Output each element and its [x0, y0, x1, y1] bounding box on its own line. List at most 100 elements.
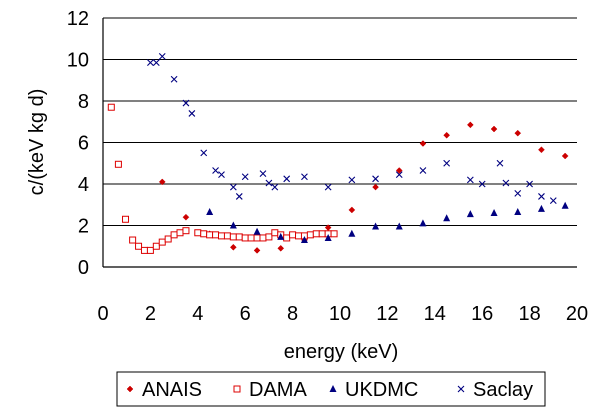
saclay-point	[348, 176, 356, 184]
saclay-point	[466, 176, 474, 184]
dama-point	[229, 233, 237, 241]
saclay-point	[538, 193, 545, 200]
dama-point	[306, 231, 314, 239]
dama-point	[289, 231, 297, 239]
ukdmc-point	[395, 222, 403, 230]
dama-point	[295, 232, 303, 240]
saclay-point	[218, 171, 225, 179]
ukdmc-point	[443, 214, 451, 222]
x-tick-label: 6	[240, 303, 251, 325]
dama-point	[158, 238, 166, 246]
anais-point	[419, 140, 427, 147]
anais-point	[277, 244, 285, 252]
anais-point	[372, 183, 379, 191]
saclay-point	[324, 183, 332, 191]
dama-point	[146, 246, 154, 254]
ukdmc-point	[348, 229, 356, 237]
ukdmc-point	[466, 210, 474, 218]
anais-point	[182, 213, 190, 221]
legend-label-ukdmc: UKDMC	[345, 379, 418, 401]
dama-point	[218, 232, 225, 240]
y-tick-label: 4	[78, 174, 89, 196]
ukdmc-point	[206, 208, 214, 216]
ukdmc-point	[419, 219, 427, 227]
dama-point	[122, 215, 130, 223]
saclay-point	[147, 59, 154, 67]
ukdmc-point	[372, 222, 380, 230]
saclay-point	[200, 149, 208, 157]
y-tick-label: 12	[67, 8, 89, 30]
x-tick-label: 14	[424, 303, 446, 325]
ukdmc-point	[324, 233, 332, 241]
dama-point	[235, 233, 243, 241]
saclay-point	[395, 171, 403, 179]
saclay-point	[182, 99, 190, 107]
y-tick-label: 10	[67, 50, 89, 72]
anais-point	[466, 121, 474, 129]
anais-point	[561, 152, 569, 160]
saclay-point	[502, 179, 510, 187]
x-tick-label: 18	[518, 303, 540, 325]
saclay-point	[188, 110, 196, 117]
dama-point	[194, 229, 202, 237]
y-tick-label: 0	[78, 257, 89, 279]
y-tick-labels: 0 2 4 6 8 10 12	[67, 8, 89, 279]
legend-label-dama: DAMA	[249, 379, 307, 401]
saclay-point	[235, 193, 243, 200]
y-axis-label: c/(keV kg d)	[26, 89, 48, 196]
dama-point	[330, 230, 338, 238]
saclay-point	[526, 180, 533, 188]
dama-point	[223, 232, 231, 240]
ukdmc-point	[537, 204, 545, 212]
saclay-point	[419, 167, 427, 174]
anais-point	[514, 129, 522, 137]
saclay-point	[301, 173, 308, 181]
legend-marker-saclay	[457, 385, 465, 393]
ukdmc-point	[229, 221, 237, 229]
ukdmc-point	[561, 201, 569, 209]
data-points	[107, 52, 569, 254]
legend-item-saclay: Saclay	[457, 379, 533, 401]
dama-point	[312, 230, 320, 238]
ukdmc-point	[277, 232, 285, 240]
ukdmc-point	[514, 208, 522, 216]
dama-point	[271, 229, 279, 237]
legend-item-dama: DAMA	[233, 379, 307, 401]
saclay-point	[478, 180, 486, 188]
saclay-point	[152, 59, 160, 67]
ukdmc-point	[253, 227, 261, 235]
saclay-point	[265, 179, 273, 187]
dama-point	[318, 230, 326, 238]
dama-point	[107, 103, 115, 111]
dama-point	[114, 160, 122, 168]
dama-point	[182, 227, 190, 235]
saclay-point	[241, 173, 249, 181]
legend-marker-ukdmc	[329, 385, 337, 392]
saclay-point	[259, 170, 267, 178]
legend-item-ukdmc: UKDMC	[329, 379, 418, 401]
anais-point	[490, 125, 498, 133]
anais-point	[443, 131, 451, 139]
x-tick-label: 20	[566, 303, 588, 325]
legend-label-anais: ANAIS	[142, 379, 202, 401]
saclay-point	[496, 159, 504, 167]
saclay-point	[158, 52, 166, 60]
x-tick-label: 10	[329, 303, 351, 325]
dama-point	[129, 236, 137, 244]
x-tick-label: 8	[287, 303, 298, 325]
y-tick-label: 2	[78, 216, 89, 238]
y-tick-label: 6	[78, 133, 89, 155]
anais-point	[538, 146, 545, 154]
x-tick-label: 2	[145, 303, 156, 325]
saclay-point	[271, 183, 279, 191]
saclay-point	[372, 175, 379, 183]
saclay-point	[514, 189, 522, 197]
dama-point	[212, 231, 220, 239]
dama-point	[200, 230, 208, 238]
legend-marker-anais	[126, 385, 134, 393]
legend-marker-dama	[233, 385, 241, 393]
saclay-point	[443, 159, 451, 167]
x-tick-labels: 0 2 4 6 8 10 12 14 16 18 20	[97, 303, 588, 325]
y-tick-label: 8	[78, 91, 89, 113]
